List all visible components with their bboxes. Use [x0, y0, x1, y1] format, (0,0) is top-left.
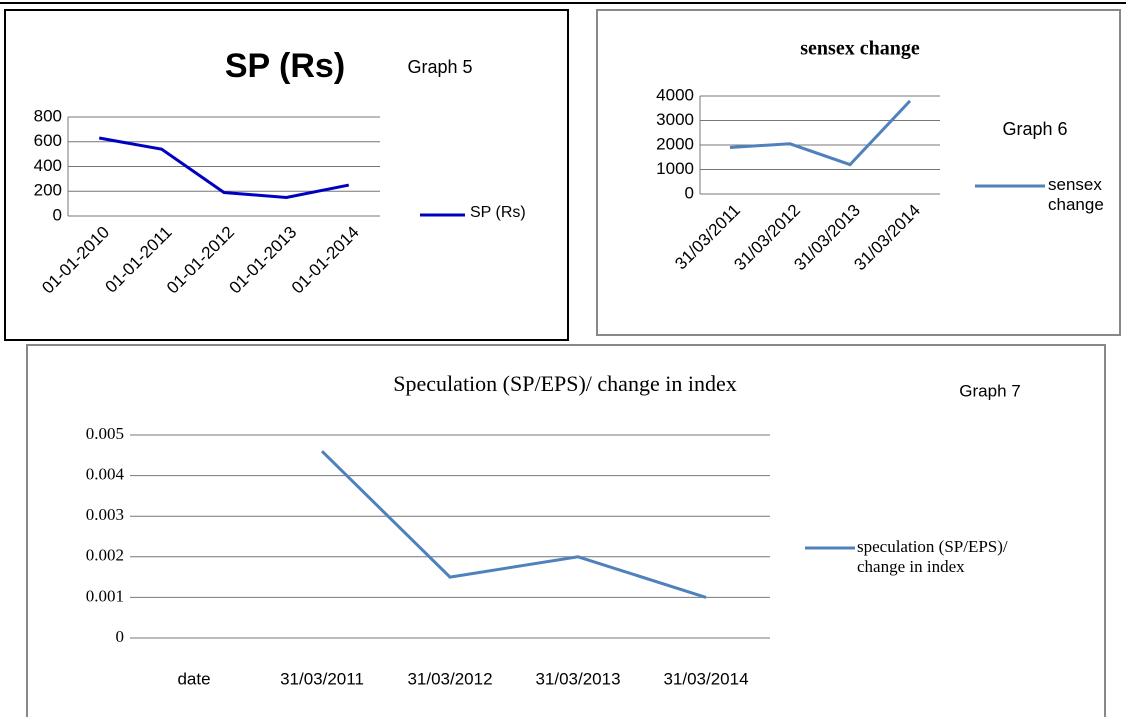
x-tick-label: 01-01-2014: [288, 223, 363, 298]
y-tick-label: 0: [116, 627, 125, 646]
chart-title: sensex change: [800, 38, 920, 60]
series-line: [729, 99, 912, 167]
y-tick-label: 600: [34, 131, 62, 150]
y-tick-label: 800: [34, 106, 62, 125]
y-tick-label: 0.004: [86, 465, 125, 484]
y-tick-label: 1000: [656, 159, 694, 178]
y-tick-label: 200: [34, 181, 62, 200]
annotation: Graph 7: [959, 381, 1020, 400]
x-tick-label: 31/03/2013: [535, 669, 620, 688]
chart-title: Speculation (SP/EPS)/ change in index: [393, 371, 736, 396]
y-tick-label: 0.002: [86, 546, 124, 565]
y-tick-label: 0: [685, 183, 694, 202]
annotation: Graph 6: [1002, 119, 1067, 139]
legend-label: speculation (SP/EPS)/ change in index: [857, 537, 1008, 576]
x-tick-label: 31/03/2011: [280, 669, 364, 688]
y-tick-label: 400: [34, 156, 62, 175]
panel: [596, 9, 1121, 336]
series-line: [320, 450, 707, 599]
y-tick-label: 0.005: [86, 424, 124, 443]
x-tick-label: 31/03/2014: [663, 669, 748, 688]
chart-title: SP (Rs): [225, 47, 345, 85]
y-tick-label: 0: [53, 205, 62, 224]
y-tick-label: 3000: [656, 110, 694, 129]
y-tick-label: 0.003: [86, 505, 124, 524]
legend-label: sensex change: [1048, 175, 1104, 214]
y-tick-label: 4000: [656, 85, 694, 104]
y-tick-label: 0.001: [86, 586, 124, 605]
panel: [4, 9, 569, 341]
legend-label: SP (Rs): [470, 204, 526, 221]
panel: [26, 344, 1106, 717]
annotation: Graph 5: [407, 57, 472, 77]
x-tick-label: 01-01-2010: [38, 223, 113, 298]
y-tick-label: 2000: [656, 134, 694, 153]
x-tick-label: 31/03/2012: [407, 669, 492, 688]
series-line: [98, 136, 350, 199]
x-tick-label: date: [177, 669, 210, 688]
